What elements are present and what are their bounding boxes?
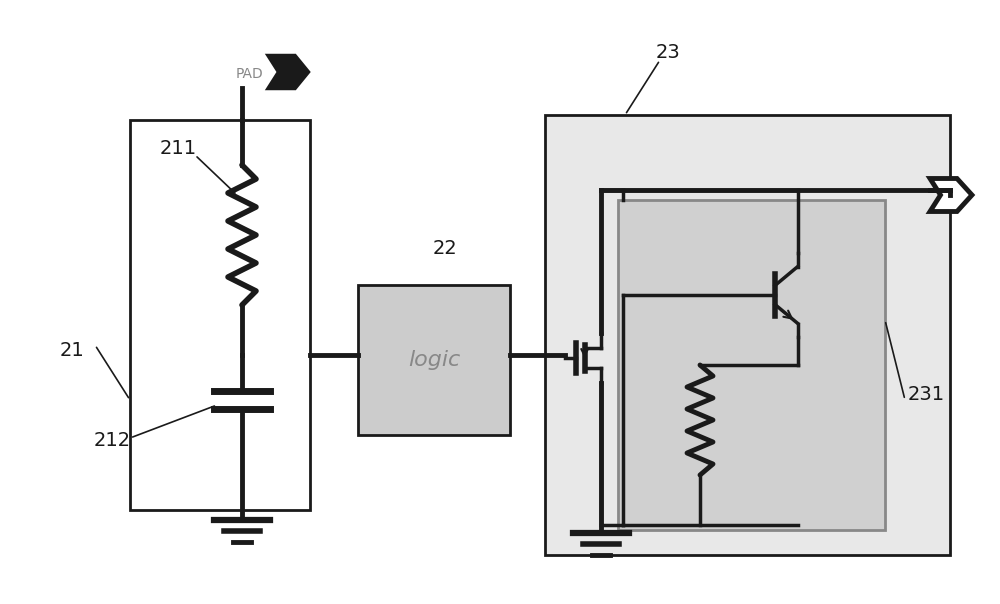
Bar [130,120,310,510]
Text: 23: 23 [656,42,680,62]
Text: logic: logic [408,350,460,370]
Text: 231: 231 [908,385,945,405]
Text: 22: 22 [433,239,457,257]
Polygon shape [930,179,972,211]
Bar [358,285,510,435]
Text: 211: 211 [159,138,197,158]
Polygon shape [268,56,308,89]
Text: 21: 21 [60,341,84,359]
Text: PAD: PAD [235,67,263,81]
Bar [618,200,885,530]
Bar [545,115,950,555]
Text: 212: 212 [93,431,131,449]
